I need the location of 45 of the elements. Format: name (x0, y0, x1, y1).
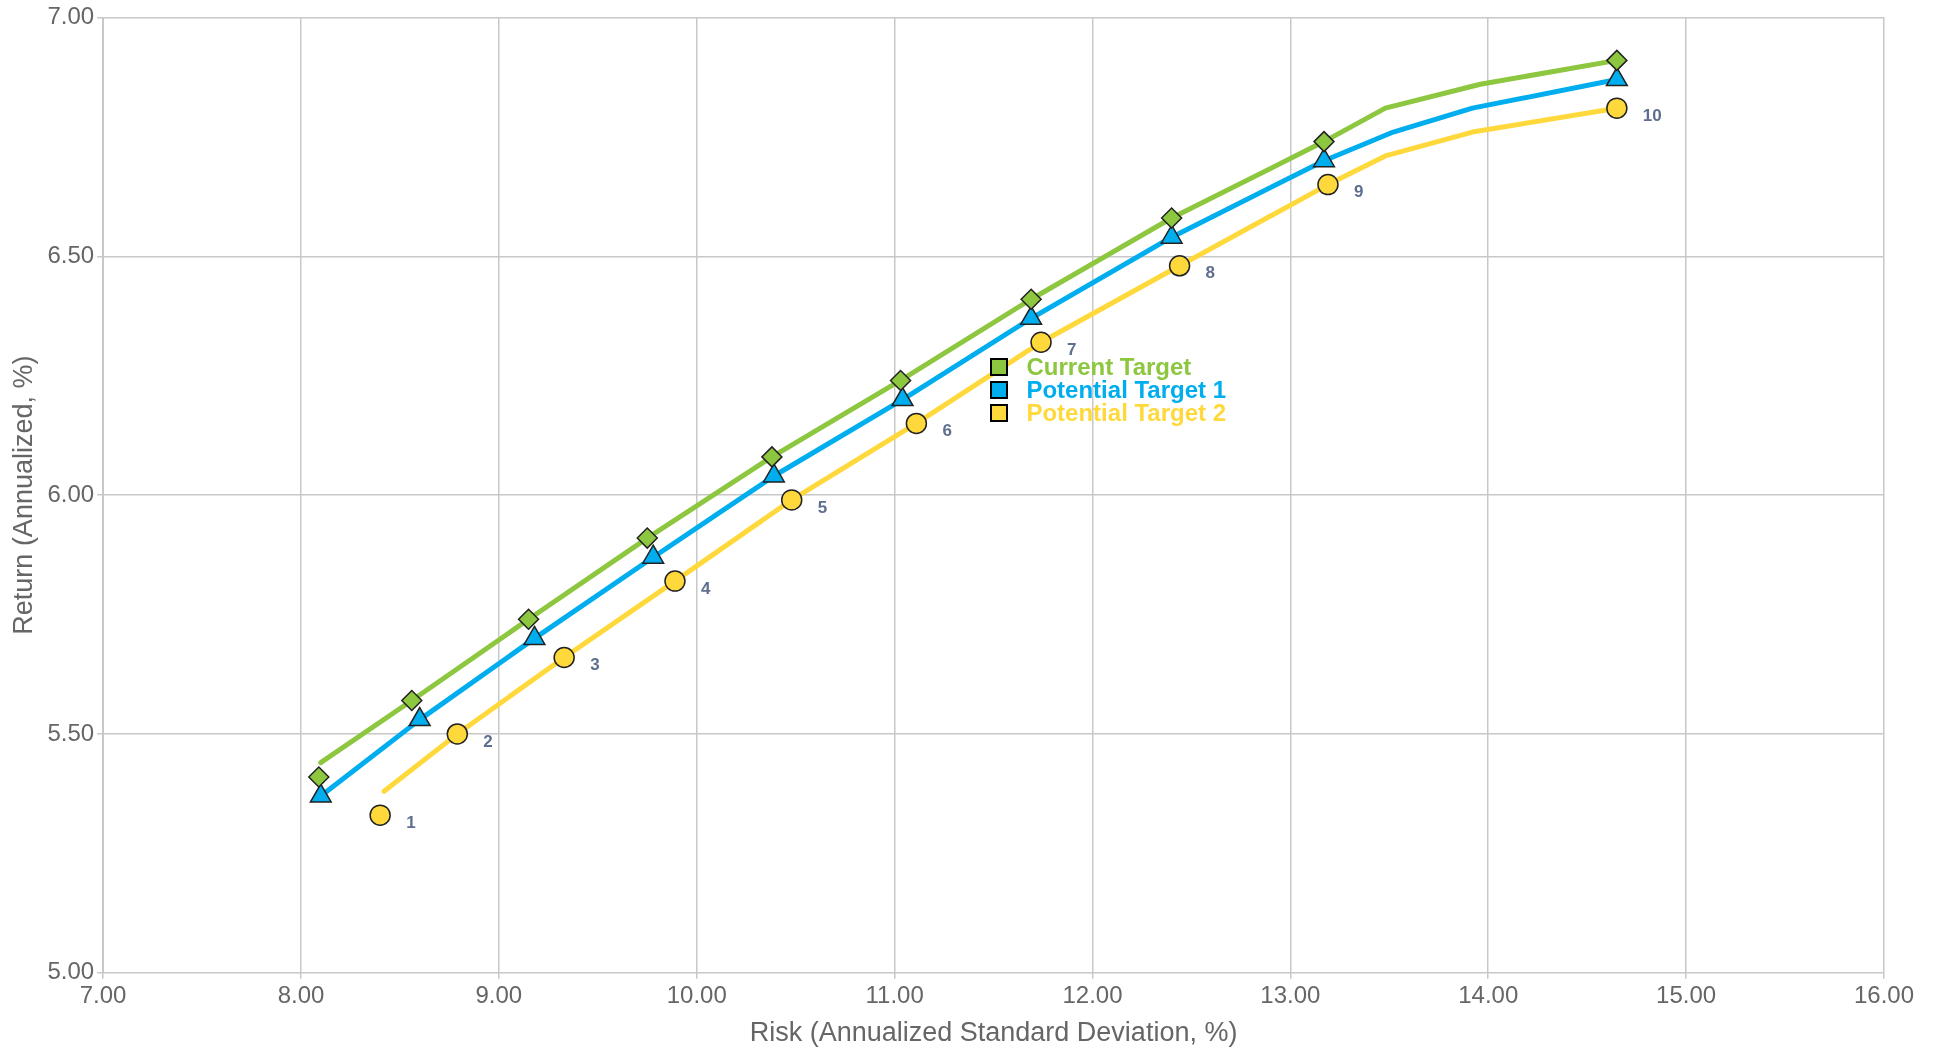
x-tick-label: 9.00 (475, 980, 523, 1008)
annotation: 7 (1067, 339, 1077, 359)
y-tick-label: 7.00 (47, 2, 95, 30)
y-tick-label: 5.50 (47, 718, 95, 746)
y-axis-title: Return (Annualized, %) (7, 355, 38, 635)
x-tick-label: 11.00 (865, 980, 924, 1008)
x-tick-label: 14.00 (1458, 980, 1519, 1008)
point (1020, 288, 1042, 310)
annotation: 4 (700, 578, 711, 598)
point (446, 723, 469, 745)
annotation: 8 (1205, 263, 1216, 283)
point (889, 369, 912, 392)
point (1168, 255, 1191, 277)
x-tick-label: 16.00 (1853, 980, 1915, 1008)
x-tick-label: 12.00 (1062, 980, 1123, 1008)
annotation: 6 (942, 421, 952, 441)
point (1313, 130, 1335, 153)
x-tick-label: 10.00 (666, 980, 727, 1008)
point (664, 570, 686, 592)
point (553, 646, 575, 669)
annotation: 10 (1642, 105, 1662, 125)
x-tick-label: 13.00 (1260, 980, 1321, 1008)
point (1160, 207, 1183, 229)
point (636, 527, 659, 549)
x-axis-title: Risk (Annualized Standard Deviation, %) (749, 1017, 1238, 1048)
point (369, 804, 391, 826)
point (401, 689, 423, 712)
point (1606, 49, 1628, 72)
point (517, 608, 540, 631)
point (905, 412, 928, 435)
annotation: 1 (406, 812, 416, 832)
point (308, 766, 330, 788)
point (780, 489, 803, 511)
point (1317, 173, 1339, 196)
point (761, 446, 783, 468)
annotation: 9 (1353, 182, 1364, 202)
y-tick-label: 6.50 (47, 240, 95, 268)
annotation: 3 (590, 655, 600, 675)
annotation: 2 (483, 731, 493, 751)
y-tick-label: 6.00 (47, 479, 95, 507)
annotation: 5 (817, 497, 828, 517)
x-tick-label: 15.00 (1656, 980, 1717, 1008)
point (1606, 97, 1628, 119)
point (1030, 331, 1052, 353)
x-tick-label: 8.00 (277, 980, 325, 1008)
